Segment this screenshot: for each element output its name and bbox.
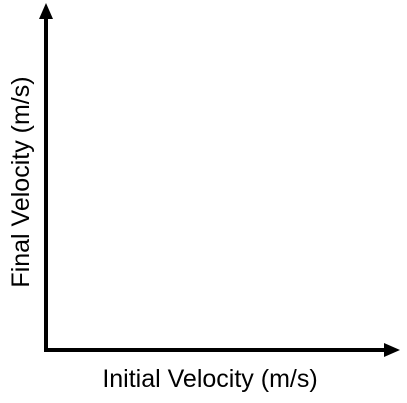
x-axis-arrowhead <box>384 343 400 357</box>
plot-area <box>39 3 400 357</box>
y-axis-label: Final Velocity (m/s) <box>7 76 35 287</box>
y-axis-arrowhead <box>39 3 53 19</box>
x-axis-label: Initial Velocity (m/s) <box>102 365 317 393</box>
